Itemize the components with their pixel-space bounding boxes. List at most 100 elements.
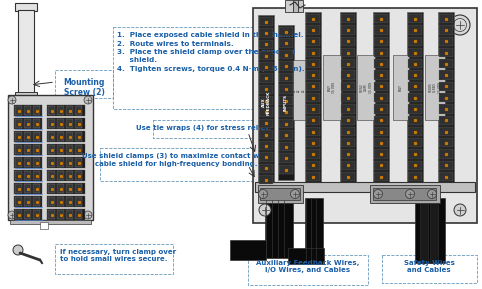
Bar: [370, 185, 440, 203]
Bar: [374, 138, 388, 147]
Text: 1.  Place exposed cable shield in the channel.
2.  Route wires to terminals.
3. : 1. Place exposed cable shield in the cha…: [117, 32, 305, 72]
Bar: [75, 171, 82, 180]
Bar: [306, 59, 320, 68]
Bar: [439, 161, 453, 170]
Bar: [306, 37, 320, 46]
Bar: [425, 55, 445, 120]
Bar: [47, 209, 85, 220]
Bar: [15, 3, 37, 11]
Bar: [341, 14, 355, 23]
Bar: [260, 188, 300, 200]
Bar: [33, 197, 40, 206]
Bar: [24, 197, 31, 206]
Bar: [33, 145, 40, 154]
Bar: [439, 14, 453, 23]
Circle shape: [13, 245, 23, 255]
Bar: [374, 93, 388, 102]
Bar: [14, 170, 42, 181]
Bar: [306, 116, 320, 125]
Bar: [259, 107, 273, 117]
Bar: [57, 197, 64, 206]
Bar: [306, 161, 320, 170]
Bar: [374, 59, 388, 68]
Bar: [439, 59, 453, 68]
Bar: [15, 106, 22, 115]
Bar: [24, 158, 31, 167]
Bar: [14, 209, 42, 220]
Bar: [33, 210, 40, 219]
Bar: [279, 165, 293, 174]
Bar: [47, 157, 85, 168]
Bar: [15, 210, 22, 219]
Circle shape: [374, 190, 383, 199]
Bar: [259, 28, 273, 38]
Bar: [341, 59, 355, 68]
Bar: [439, 127, 453, 136]
Text: L1
L2
L3: L1 L2 L3: [293, 88, 306, 92]
Bar: [341, 25, 355, 35]
Bar: [14, 144, 42, 155]
Bar: [293, 0, 298, 12]
Bar: [306, 149, 320, 159]
Bar: [48, 184, 55, 193]
Bar: [24, 119, 31, 128]
Bar: [305, 198, 323, 263]
Circle shape: [291, 190, 299, 199]
Bar: [305, 12, 321, 187]
Bar: [373, 188, 436, 200]
Bar: [8, 95, 93, 220]
Bar: [24, 132, 31, 141]
Bar: [24, 145, 31, 154]
Bar: [279, 84, 293, 94]
Bar: [15, 171, 22, 180]
Bar: [415, 198, 445, 263]
Bar: [408, 82, 422, 91]
Circle shape: [405, 190, 415, 199]
Circle shape: [8, 211, 16, 219]
Bar: [306, 104, 320, 114]
Circle shape: [259, 204, 271, 216]
Bar: [259, 17, 273, 26]
Bar: [15, 184, 22, 193]
Bar: [24, 171, 31, 180]
Bar: [255, 182, 475, 192]
Bar: [57, 106, 64, 115]
Bar: [439, 48, 453, 57]
Bar: [66, 119, 73, 128]
Bar: [100, 148, 253, 181]
Bar: [341, 149, 355, 159]
Bar: [279, 108, 293, 117]
Bar: [408, 161, 422, 170]
Bar: [278, 25, 294, 180]
Bar: [408, 172, 422, 181]
Bar: [341, 48, 355, 57]
Text: Use tie wraps (4) for stress relief.: Use tie wraps (4) for stress relief.: [135, 125, 270, 131]
Bar: [439, 37, 453, 46]
Bar: [341, 82, 355, 91]
Bar: [33, 184, 40, 193]
Bar: [439, 104, 453, 114]
Circle shape: [258, 190, 268, 199]
Bar: [306, 71, 320, 80]
Bar: [374, 48, 388, 57]
Bar: [48, 119, 55, 128]
Bar: [47, 183, 85, 194]
Bar: [374, 161, 388, 170]
Bar: [15, 197, 22, 206]
Bar: [408, 59, 422, 68]
Bar: [18, 10, 34, 98]
Bar: [279, 27, 293, 36]
Bar: [408, 93, 422, 102]
Text: Auxiliary Feedback Wires,
I/O Wires, and Cables: Auxiliary Feedback Wires, I/O Wires, and…: [256, 260, 360, 273]
Bar: [259, 96, 273, 105]
Bar: [439, 138, 453, 147]
Bar: [48, 197, 55, 206]
Bar: [75, 184, 82, 193]
Text: S1005
CLSED
15 VOS: S1005 CLSED 15 VOS: [428, 82, 442, 93]
Bar: [439, 172, 453, 181]
Bar: [48, 106, 55, 115]
Bar: [438, 12, 454, 187]
Bar: [259, 51, 273, 60]
Bar: [357, 55, 375, 120]
Bar: [374, 104, 388, 114]
